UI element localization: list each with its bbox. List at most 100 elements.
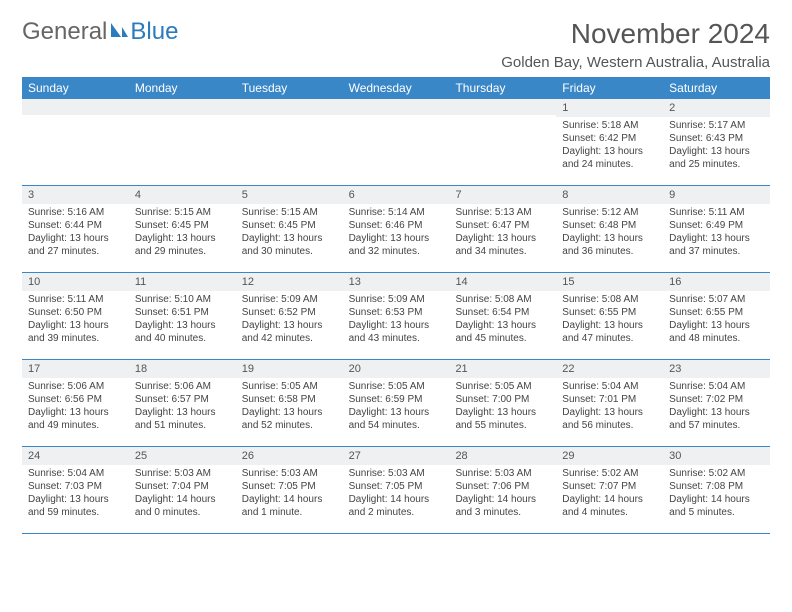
day-line: Sunset: 6:55 PM (669, 306, 764, 319)
day-cell (22, 99, 129, 185)
day-line: Sunrise: 5:06 AM (135, 380, 230, 393)
day-line: Daylight: 14 hours (135, 493, 230, 506)
day-line: Daylight: 14 hours (349, 493, 444, 506)
day-line: Daylight: 13 hours (669, 145, 764, 158)
day-number: 12 (236, 273, 343, 291)
week-row: 1Sunrise: 5:18 AMSunset: 6:42 PMDaylight… (22, 99, 770, 186)
day-line: Sunrise: 5:03 AM (455, 467, 550, 480)
day-body: Sunrise: 5:08 AMSunset: 6:54 PMDaylight:… (449, 291, 556, 349)
day-line: Sunset: 6:51 PM (135, 306, 230, 319)
day-cell: 25Sunrise: 5:03 AMSunset: 7:04 PMDayligh… (129, 447, 236, 533)
day-cell: 30Sunrise: 5:02 AMSunset: 7:08 PMDayligh… (663, 447, 770, 533)
day-body: Sunrise: 5:11 AMSunset: 6:50 PMDaylight:… (22, 291, 129, 349)
calendar: SundayMondayTuesdayWednesdayThursdayFrid… (22, 77, 770, 534)
day-line: Sunset: 6:58 PM (242, 393, 337, 406)
day-cell: 27Sunrise: 5:03 AMSunset: 7:05 PMDayligh… (343, 447, 450, 533)
day-cell: 29Sunrise: 5:02 AMSunset: 7:07 PMDayligh… (556, 447, 663, 533)
day-line: Sunrise: 5:03 AM (349, 467, 444, 480)
day-line: and 24 minutes. (562, 158, 657, 171)
day-line: Daylight: 13 hours (135, 319, 230, 332)
day-cell: 3Sunrise: 5:16 AMSunset: 6:44 PMDaylight… (22, 186, 129, 272)
day-cell: 12Sunrise: 5:09 AMSunset: 6:52 PMDayligh… (236, 273, 343, 359)
day-line: and 40 minutes. (135, 332, 230, 345)
day-body: Sunrise: 5:03 AMSunset: 7:04 PMDaylight:… (129, 465, 236, 523)
day-cell: 11Sunrise: 5:10 AMSunset: 6:51 PMDayligh… (129, 273, 236, 359)
day-cell: 16Sunrise: 5:07 AMSunset: 6:55 PMDayligh… (663, 273, 770, 359)
day-line: and 54 minutes. (349, 419, 444, 432)
day-number: 2 (663, 99, 770, 117)
day-line: Daylight: 13 hours (455, 232, 550, 245)
day-cell: 28Sunrise: 5:03 AMSunset: 7:06 PMDayligh… (449, 447, 556, 533)
day-line: Daylight: 13 hours (669, 319, 764, 332)
day-line: Sunset: 6:52 PM (242, 306, 337, 319)
day-line: Daylight: 13 hours (135, 232, 230, 245)
day-line: Sunrise: 5:13 AM (455, 206, 550, 219)
day-line: Daylight: 13 hours (562, 406, 657, 419)
day-line: Sunrise: 5:12 AM (562, 206, 657, 219)
day-cell: 14Sunrise: 5:08 AMSunset: 6:54 PMDayligh… (449, 273, 556, 359)
day-body: Sunrise: 5:02 AMSunset: 7:08 PMDaylight:… (663, 465, 770, 523)
day-line: Sunset: 6:45 PM (242, 219, 337, 232)
day-body: Sunrise: 5:16 AMSunset: 6:44 PMDaylight:… (22, 204, 129, 262)
day-body: Sunrise: 5:10 AMSunset: 6:51 PMDaylight:… (129, 291, 236, 349)
week-row: 10Sunrise: 5:11 AMSunset: 6:50 PMDayligh… (22, 273, 770, 360)
day-cell: 24Sunrise: 5:04 AMSunset: 7:03 PMDayligh… (22, 447, 129, 533)
day-body: Sunrise: 5:13 AMSunset: 6:47 PMDaylight:… (449, 204, 556, 262)
day-number (343, 99, 450, 115)
day-line: Sunset: 6:57 PM (135, 393, 230, 406)
day-cell: 18Sunrise: 5:06 AMSunset: 6:57 PMDayligh… (129, 360, 236, 446)
day-line: Daylight: 13 hours (669, 406, 764, 419)
day-line: and 34 minutes. (455, 245, 550, 258)
day-number: 17 (22, 360, 129, 378)
day-cell: 21Sunrise: 5:05 AMSunset: 7:00 PMDayligh… (449, 360, 556, 446)
day-number: 27 (343, 447, 450, 465)
day-body: Sunrise: 5:05 AMSunset: 6:59 PMDaylight:… (343, 378, 450, 436)
day-line: Daylight: 13 hours (28, 493, 123, 506)
day-line: Sunrise: 5:11 AM (28, 293, 123, 306)
day-line: Sunrise: 5:17 AM (669, 119, 764, 132)
day-line: Daylight: 13 hours (562, 319, 657, 332)
week-row: 3Sunrise: 5:16 AMSunset: 6:44 PMDaylight… (22, 186, 770, 273)
day-line: Daylight: 13 hours (28, 406, 123, 419)
day-line: Sunset: 6:49 PM (669, 219, 764, 232)
day-line: Sunrise: 5:09 AM (242, 293, 337, 306)
day-line: Sunrise: 5:05 AM (455, 380, 550, 393)
day-line: and 39 minutes. (28, 332, 123, 345)
day-body: Sunrise: 5:14 AMSunset: 6:46 PMDaylight:… (343, 204, 450, 262)
day-number: 23 (663, 360, 770, 378)
day-number: 6 (343, 186, 450, 204)
day-line: and 59 minutes. (28, 506, 123, 519)
day-line: Sunrise: 5:08 AM (562, 293, 657, 306)
day-body: Sunrise: 5:05 AMSunset: 7:00 PMDaylight:… (449, 378, 556, 436)
day-line: and 32 minutes. (349, 245, 444, 258)
day-number: 14 (449, 273, 556, 291)
day-line: Sunset: 6:43 PM (669, 132, 764, 145)
day-cell: 19Sunrise: 5:05 AMSunset: 6:58 PMDayligh… (236, 360, 343, 446)
day-number: 15 (556, 273, 663, 291)
day-number: 18 (129, 360, 236, 378)
day-body (343, 115, 450, 121)
day-line: Sunset: 7:00 PM (455, 393, 550, 406)
day-body: Sunrise: 5:08 AMSunset: 6:55 PMDaylight:… (556, 291, 663, 349)
day-number (129, 99, 236, 115)
day-line: and 3 minutes. (455, 506, 550, 519)
day-header: Tuesday (236, 77, 343, 99)
day-header: Saturday (663, 77, 770, 99)
day-line: Daylight: 13 hours (349, 319, 444, 332)
day-number: 21 (449, 360, 556, 378)
day-cell (236, 99, 343, 185)
day-number: 5 (236, 186, 343, 204)
day-cell (343, 99, 450, 185)
day-line: and 29 minutes. (135, 245, 230, 258)
day-line: Daylight: 13 hours (562, 232, 657, 245)
day-number: 3 (22, 186, 129, 204)
day-body: Sunrise: 5:11 AMSunset: 6:49 PMDaylight:… (663, 204, 770, 262)
day-line: Daylight: 13 hours (349, 232, 444, 245)
day-cell: 10Sunrise: 5:11 AMSunset: 6:50 PMDayligh… (22, 273, 129, 359)
day-line: Sunset: 7:06 PM (455, 480, 550, 493)
day-line: and 2 minutes. (349, 506, 444, 519)
day-number: 29 (556, 447, 663, 465)
day-line: and 45 minutes. (455, 332, 550, 345)
day-cell: 26Sunrise: 5:03 AMSunset: 7:05 PMDayligh… (236, 447, 343, 533)
day-line: and 1 minute. (242, 506, 337, 519)
